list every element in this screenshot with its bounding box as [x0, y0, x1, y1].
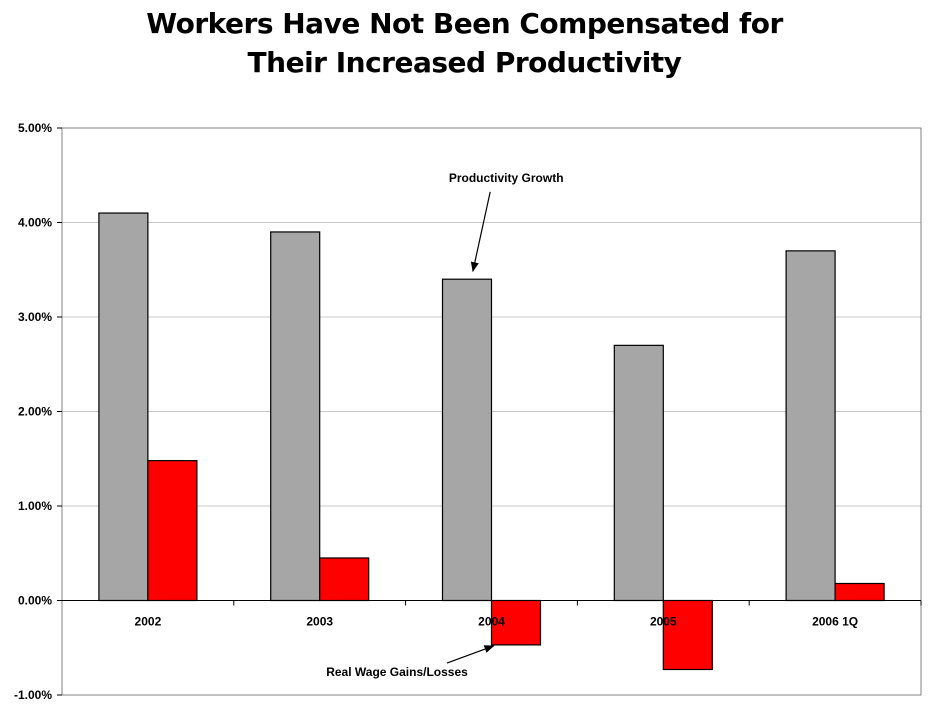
wage-bar — [147, 460, 198, 602]
productivity-bar — [98, 212, 149, 602]
annotation-arrow — [446, 645, 495, 664]
annotation-productivity-growth: Productivity Growth — [449, 171, 564, 185]
y-tick-label: 1.00% — [18, 499, 52, 513]
bars — [98, 212, 885, 671]
wage-bar — [834, 582, 885, 602]
productivity-bar — [441, 278, 493, 602]
y-tick-label: 3.00% — [18, 310, 52, 324]
productivity-bar — [270, 231, 321, 602]
category-label: 2006 1Q — [812, 615, 858, 629]
x-axis: 2002 2003 2004 2005 2006 1Q — [135, 600, 922, 629]
y-tick-label: 5.00% — [18, 121, 52, 135]
wage-bar — [319, 557, 370, 602]
y-tick-label: -1.00% — [14, 688, 52, 702]
y-tick-label: 0.00% — [18, 594, 52, 608]
category-label: 2003 — [306, 615, 333, 629]
wage-bar — [490, 599, 542, 646]
y-tick-label: 4.00% — [18, 216, 52, 230]
annotations: Productivity Growth Real Wage Gains/Losse… — [326, 171, 563, 679]
category-label: 2005 — [650, 615, 677, 629]
chart-title: Workers Have Not Been Compensated for Th… — [0, 4, 929, 82]
y-axis: -1.00% 0.00% 1.00% 2.00% 3.00% 4.00% 5.00% — [14, 121, 62, 702]
annotation-real-wage: Real Wage Gains/Losses — [326, 665, 468, 679]
chart-title-line-2: Their Increased Productivity — [247, 46, 682, 79]
annotation-arrow — [470, 191, 491, 273]
chart-title-line-1: Workers Have Not Been Compensated for — [146, 7, 783, 40]
productivity-bar — [785, 250, 836, 602]
productivity-bar — [613, 344, 664, 602]
category-label: 2002 — [135, 615, 162, 629]
category-label: 2004 — [478, 615, 505, 629]
wage-bar — [662, 599, 713, 671]
y-tick-label: 2.00% — [18, 405, 52, 419]
